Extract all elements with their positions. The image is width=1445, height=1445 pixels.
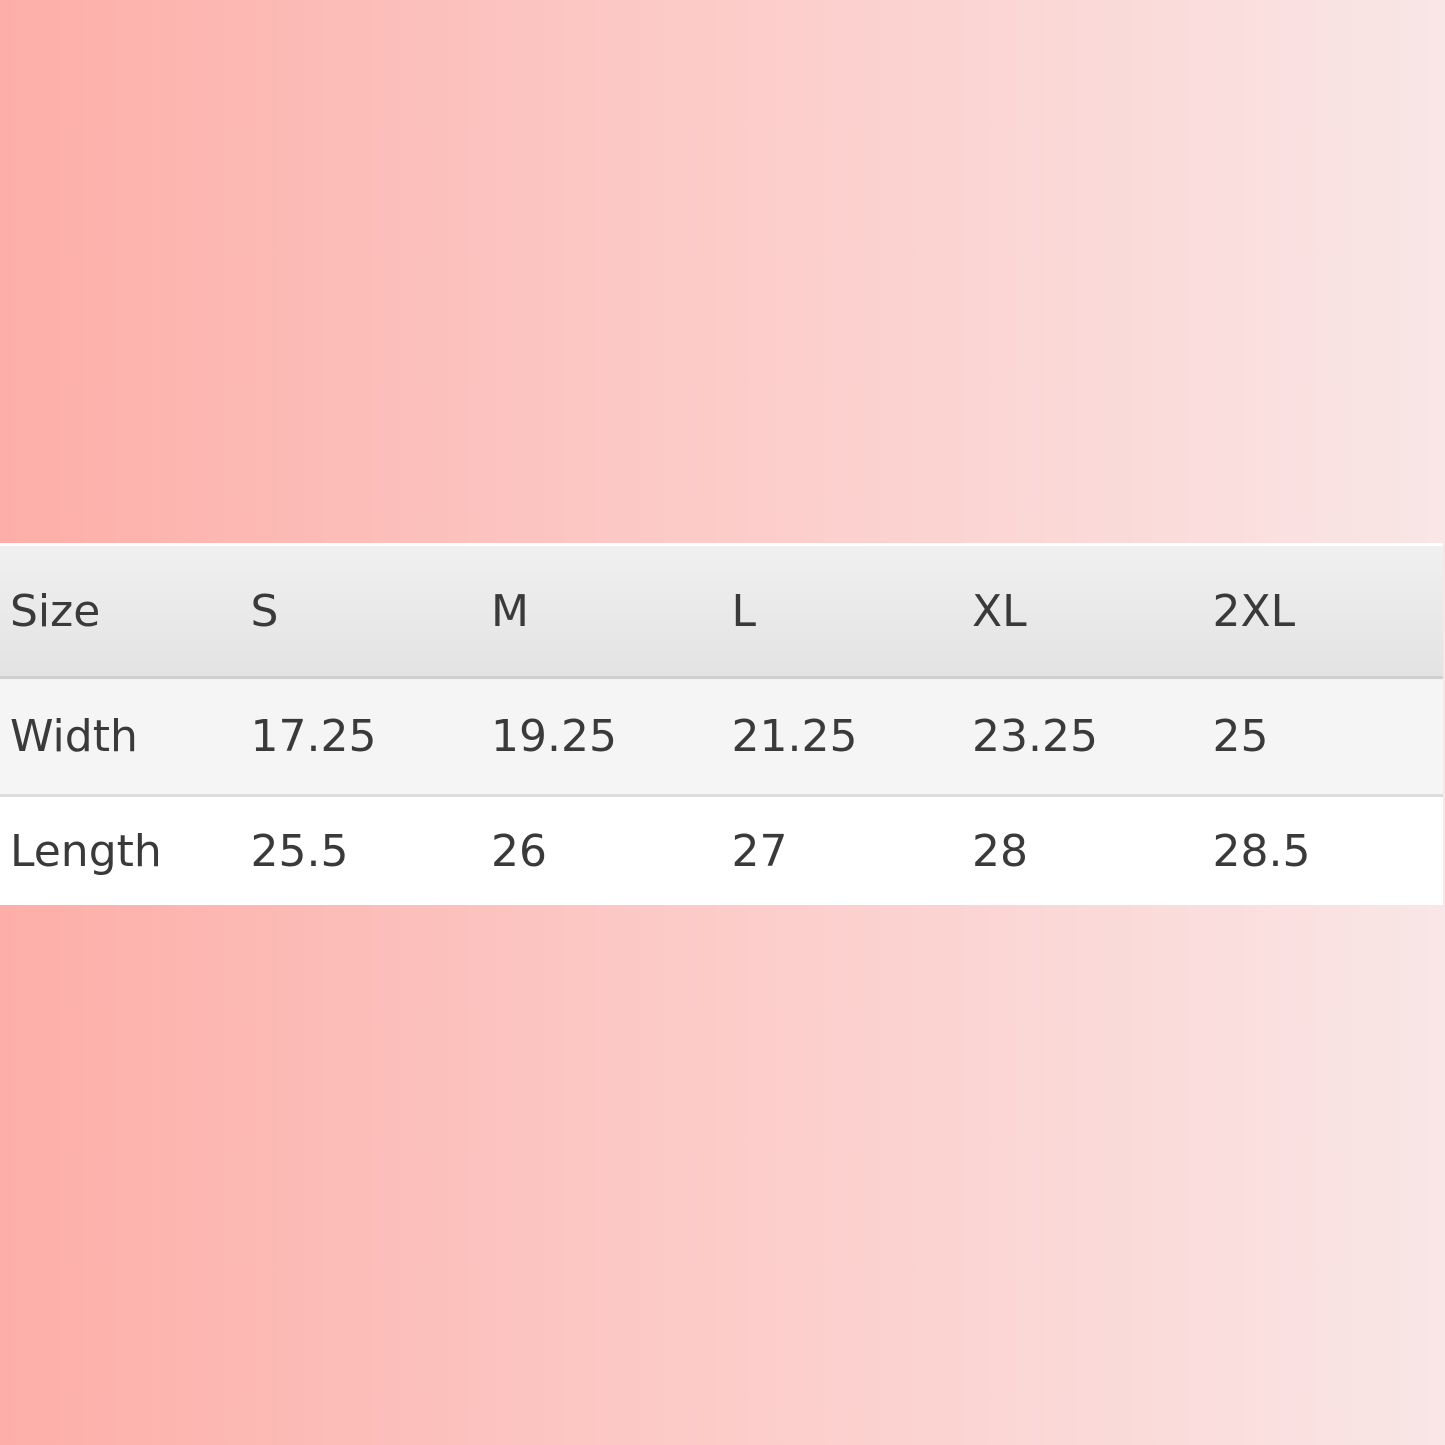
cell: 28.5	[1212, 825, 1311, 877]
cell: 19.25	[491, 711, 617, 762]
cell: Size	[10, 585, 101, 637]
cell: 27	[731, 825, 788, 877]
table-row: Length 25.5 26 27 28 28.5	[0, 797, 1443, 905]
header-row: Size S M L XL 2XL	[0, 546, 1443, 679]
cell: XL	[972, 585, 1027, 637]
table-row: Width 17.25 19.25 21.25 23.25 25	[0, 679, 1443, 797]
cell: 25	[1212, 711, 1269, 762]
cell: S	[250, 585, 279, 637]
cell: 25.5	[250, 825, 349, 877]
cell: 2XL	[1212, 585, 1296, 637]
cell: 23.25	[972, 711, 1098, 762]
cell: 17.25	[250, 711, 377, 762]
size-table: Size S M L XL 2XL Width 17.25 19.25 21.25 23.25 25 L…	[0, 543, 1443, 905]
cell: L	[731, 585, 757, 637]
cell: 21.25	[731, 711, 858, 762]
cell: M	[491, 585, 529, 637]
cell: Length	[10, 825, 162, 877]
cell: 26	[491, 825, 547, 877]
cell: Width	[10, 711, 138, 762]
cell: 28	[972, 825, 1028, 877]
